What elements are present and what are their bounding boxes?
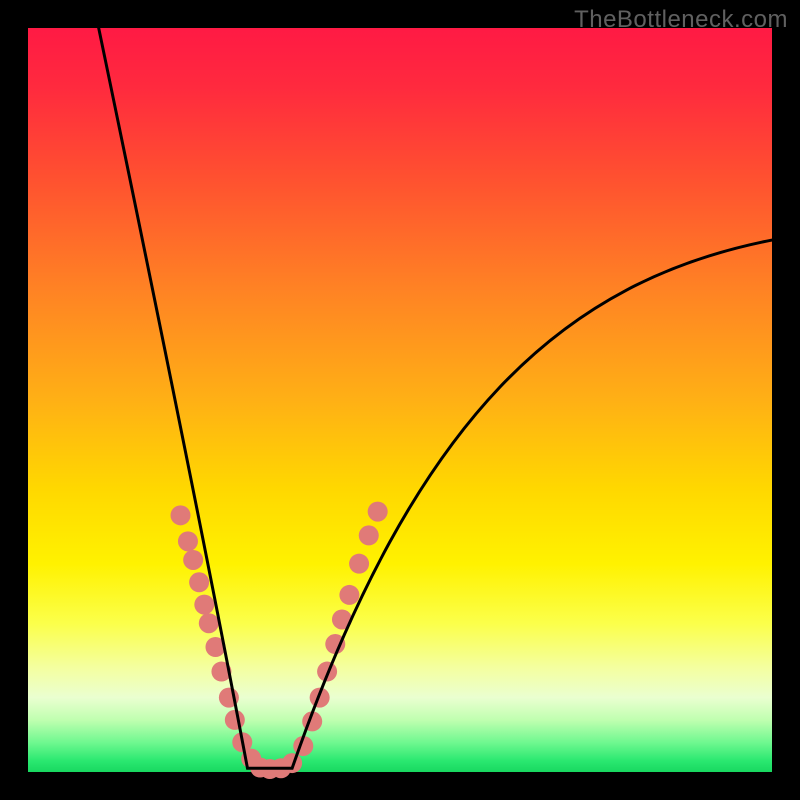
marker-dot <box>282 753 302 773</box>
marker-dot <box>178 531 198 551</box>
plot-background <box>28 28 772 772</box>
marker-dot <box>183 550 203 570</box>
marker-dot <box>189 572 209 592</box>
watermark-text: TheBottleneck.com <box>574 6 788 34</box>
marker-dot <box>349 554 369 574</box>
marker-dot <box>359 525 379 545</box>
marker-dot <box>194 595 214 615</box>
marker-dot <box>225 710 245 730</box>
marker-dot <box>199 613 219 633</box>
marker-dot <box>171 505 191 525</box>
marker-dot <box>368 502 388 522</box>
chart-stage: TheBottleneck.com <box>0 0 800 800</box>
marker-dot <box>339 585 359 605</box>
chart-svg <box>0 0 800 800</box>
